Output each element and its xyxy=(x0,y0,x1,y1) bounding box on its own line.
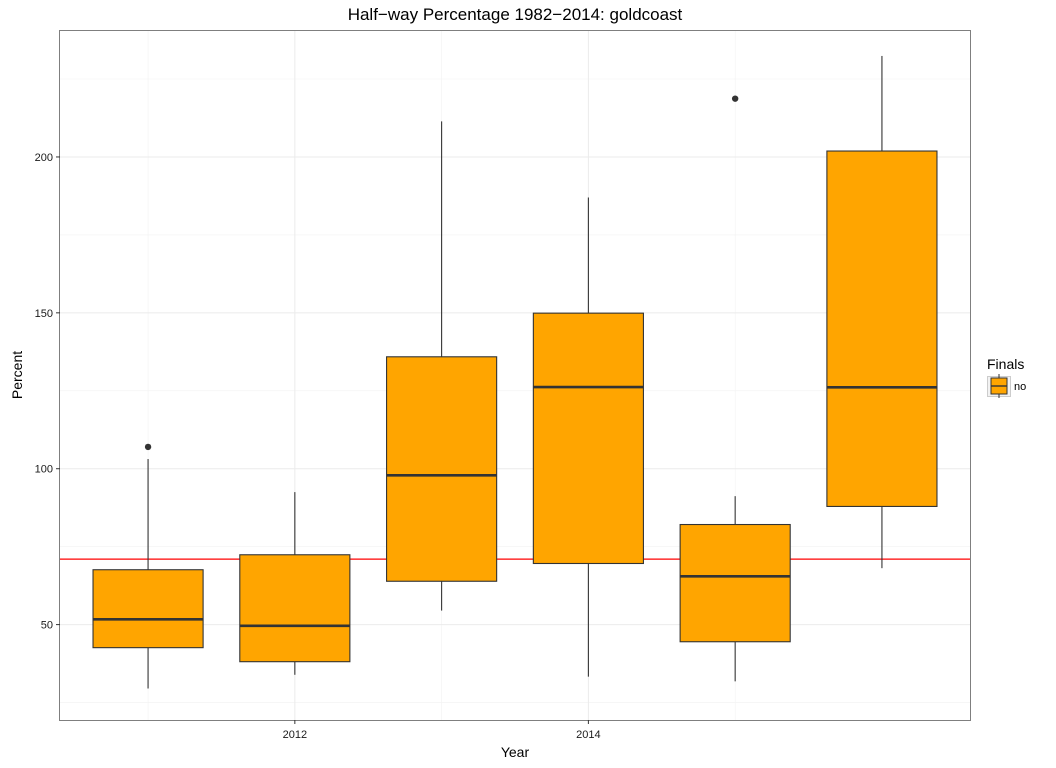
plot-border xyxy=(59,30,971,721)
box-iqr xyxy=(92,569,204,649)
legend: Finals no xyxy=(987,356,1026,398)
tick-label-x-2012: 2012 xyxy=(283,729,307,741)
box-2012 xyxy=(239,492,351,675)
box-layer xyxy=(92,55,938,689)
plot-background xyxy=(59,30,971,721)
box-2016 xyxy=(826,55,938,569)
chart-title: Half−way Percentage 1982−2014: goldcoast xyxy=(348,5,683,24)
box-iqr xyxy=(386,356,498,582)
box-iqr xyxy=(239,554,351,663)
axis-ticks: 50 100 150 200 2012 2014 xyxy=(35,152,601,741)
tick-label-y-200: 200 xyxy=(35,152,53,164)
legend-title: Finals xyxy=(987,356,1024,372)
tick-label-y-100: 100 xyxy=(35,464,53,476)
box-2011 xyxy=(92,443,204,689)
legend-label-no: no xyxy=(1014,381,1026,393)
box-iqr xyxy=(826,150,938,507)
box-2014 xyxy=(532,197,644,677)
tick-label-x-2014: 2014 xyxy=(576,729,600,741)
box-iqr xyxy=(532,312,644,565)
tick-label-y-50: 50 xyxy=(41,620,53,632)
x-axis-label: Year xyxy=(501,744,530,760)
box-iqr xyxy=(679,523,791,643)
outlier-point xyxy=(144,443,152,451)
legend-key-no xyxy=(987,374,1011,398)
outlier-point xyxy=(731,95,739,102)
tick-label-y-150: 150 xyxy=(35,308,53,320)
y-axis-label: Percent xyxy=(9,351,25,399)
box-2015 xyxy=(679,95,791,682)
box-2013 xyxy=(386,121,498,611)
